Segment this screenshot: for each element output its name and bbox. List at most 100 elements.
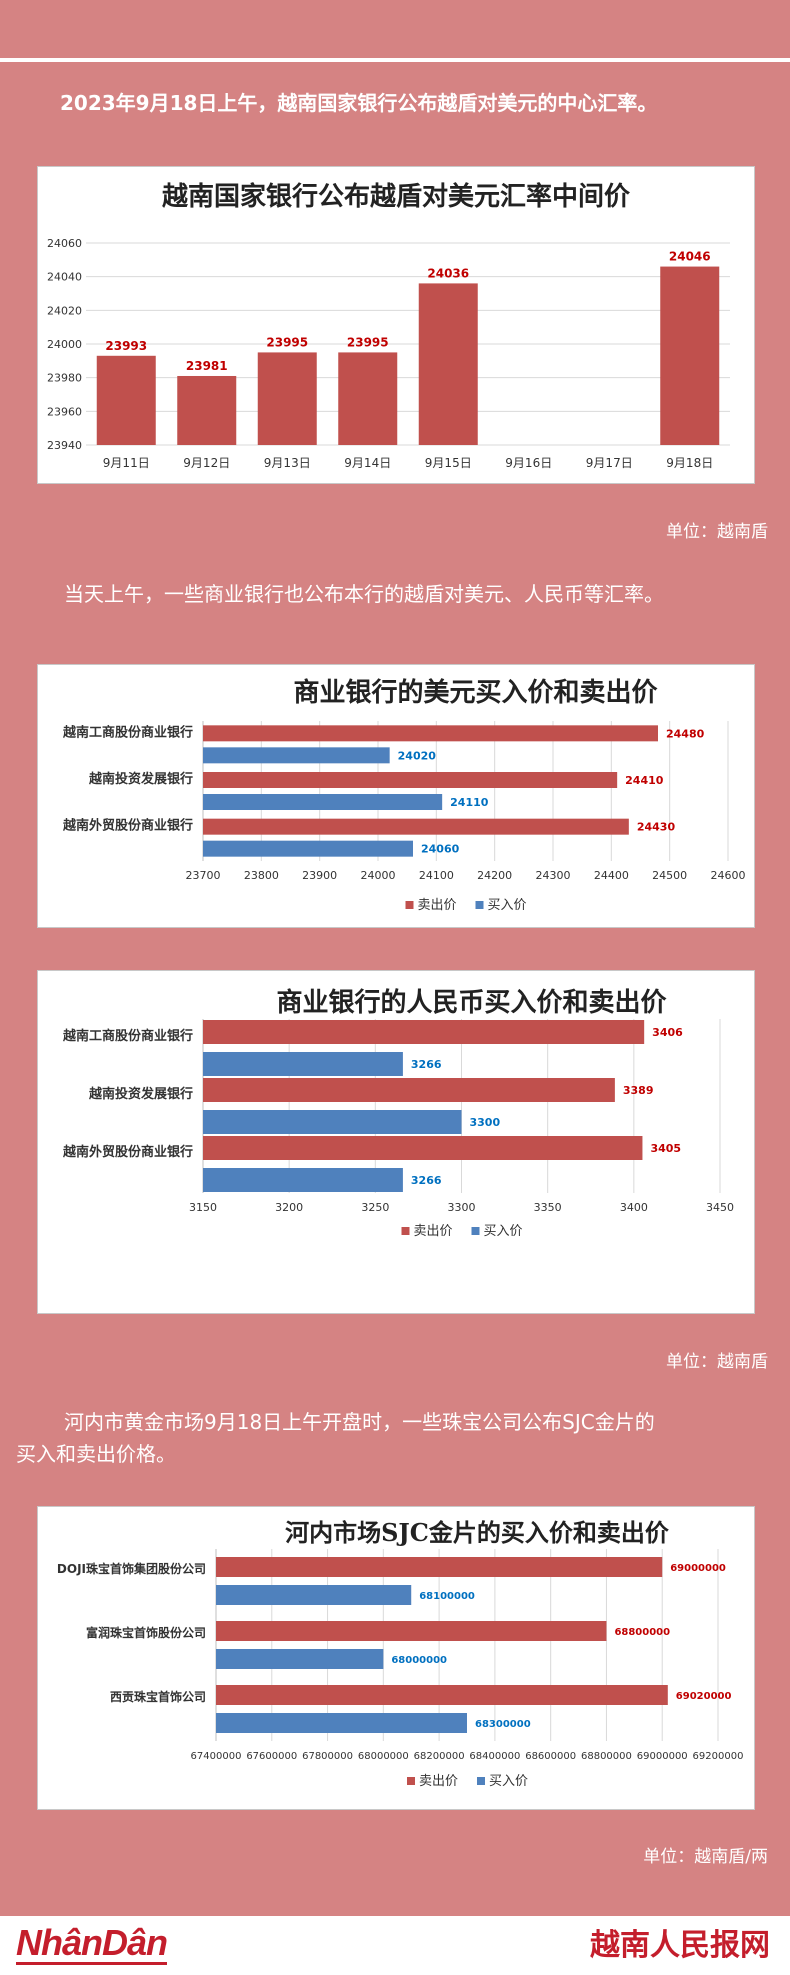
buy-value-label: 68100000 — [419, 1591, 475, 1602]
category-label: 越南工商股份商业银行 — [62, 1028, 193, 1044]
sell-bar — [216, 1557, 663, 1577]
buy-bar — [216, 1585, 412, 1605]
bar-value-label: 24046 — [669, 250, 711, 264]
category-label: 越南工商股份商业银行 — [62, 724, 193, 740]
buy-bar — [216, 1713, 467, 1733]
x-tick-label: 9月17日 — [586, 456, 633, 470]
intro-paragraph: 2023年9月18日上午，越南国家银行公布越盾对美元的中心汇率。 — [60, 91, 658, 115]
bar-value-label: 24036 — [427, 266, 469, 280]
x-tick-label: 9月18日 — [666, 456, 713, 470]
site-name-logo[interactable]: 越南人民报网 — [590, 1928, 770, 1963]
x-tick-label: 24100 — [419, 869, 454, 882]
buy-bar — [203, 1168, 403, 1192]
category-label: 越南外贸股份商业银行 — [62, 1144, 193, 1160]
sell-bar — [203, 818, 629, 835]
category-label: 西贡珠宝首饰公司 — [110, 1689, 206, 1704]
x-tick-label: 9月16日 — [505, 456, 552, 470]
x-tick-label: 23700 — [186, 869, 221, 882]
nhandan-logo[interactable]: NhânDân — [16, 1922, 168, 1965]
sell-value-label: 69020000 — [676, 1691, 732, 1702]
buy-bar — [203, 747, 390, 764]
x-tick-label: 23800 — [244, 869, 279, 882]
bar-value-label: 23995 — [347, 335, 389, 349]
x-tick-label: 24200 — [477, 869, 512, 882]
top-divider — [0, 58, 790, 62]
x-tick-label: 67600000 — [246, 1751, 297, 1762]
sell-bar — [203, 1020, 645, 1044]
buy-value-label: 68300000 — [475, 1719, 531, 1730]
commercial-banks-paragraph: 当天上午，一些商业银行也公布本行的越盾对美元、人民币等汇率。 — [64, 582, 664, 606]
x-tick-label: 68000000 — [358, 1751, 409, 1762]
bar — [257, 352, 317, 445]
y-tick-label: 23980 — [47, 372, 82, 385]
sell-bar — [216, 1621, 607, 1641]
legend-swatch — [405, 901, 414, 909]
sell-value-label: 3405 — [650, 1142, 681, 1155]
x-tick-label: 69000000 — [637, 1751, 688, 1762]
sell-bar — [203, 1136, 643, 1160]
sell-value-label: 3389 — [623, 1084, 654, 1097]
buy-value-label: 3266 — [411, 1058, 442, 1071]
chart-panel-cny: 商业银行的人民币买入价和卖出价 3150 3200 3250 3300 3350 3400 3… — [37, 970, 755, 1314]
buy-value-label: 3300 — [470, 1116, 501, 1129]
buy-value-label: 68000000 — [391, 1655, 447, 1666]
sell-value-label: 24410 — [625, 774, 664, 787]
unit-label: 单位：越南盾 — [666, 522, 768, 542]
unit-label: 单位：越南盾 — [666, 1352, 768, 1372]
y-tick-label: 24040 — [47, 271, 82, 284]
category-label: DOJI珠宝首饰集团股份公司 — [57, 1561, 206, 1576]
bar — [338, 352, 398, 445]
x-tick-label: 23900 — [302, 869, 337, 882]
x-tick-label: 68200000 — [414, 1751, 465, 1762]
legend-label: 卖出价 — [418, 898, 457, 913]
sell-bar — [216, 1685, 668, 1705]
chart-panel-central-rate: 越南国家银行公布越盾对美元汇率中间价 23940 23960 23980 24000 24… — [37, 166, 755, 484]
x-tick-label: 24500 — [652, 869, 687, 882]
gold-price-chart: 河内市场SJC金片的买入价和卖出价 67400000 67600000 6780000… — [57, 1518, 744, 1789]
legend-swatch — [407, 1777, 415, 1785]
category-label: 越南投资发展银行 — [88, 771, 193, 787]
x-tick-label: 69200000 — [693, 1751, 744, 1762]
x-tick-label: 3450 — [706, 1201, 734, 1214]
buy-value-label: 24060 — [421, 843, 460, 856]
x-tick-label: 68600000 — [525, 1751, 576, 1762]
gold-paragraph-line2: 买入和卖出价格。 — [16, 1442, 176, 1466]
y-tick-label: 24020 — [47, 304, 82, 317]
buy-value-label: 24110 — [450, 796, 489, 809]
x-tick-label: 68800000 — [581, 1751, 632, 1762]
x-tick-label: 24300 — [536, 869, 571, 882]
legend-label: 买入价 — [489, 1774, 528, 1789]
legend-label: 卖出价 — [419, 1774, 458, 1789]
bar — [660, 266, 720, 445]
category-label: 越南外贸股份商业银行 — [62, 818, 193, 834]
x-tick-label: 24000 — [361, 869, 396, 882]
x-tick-label: 9月13日 — [264, 456, 311, 470]
chart-panel-usd: 商业银行的美元买入价和卖出价 23700 23800 23900 24000 24100 2… — [37, 664, 755, 928]
x-tick-label: 3200 — [275, 1201, 303, 1214]
sell-value-label: 68800000 — [614, 1627, 670, 1638]
footer-bar: NhânDân 越南人民报网 — [0, 1916, 790, 1975]
buy-bar — [203, 840, 413, 857]
sell-value-label: 24480 — [666, 727, 705, 740]
chart-title: 越南国家银行公布越盾对美元汇率中间价 — [162, 181, 631, 212]
legend-swatch — [401, 1227, 410, 1235]
legend-swatch — [471, 1227, 480, 1235]
legend-label: 卖出价 — [414, 1224, 453, 1239]
usd-rate-chart: 商业银行的美元买入价和卖出价 23700 23800 23900 24000 24100 2… — [62, 677, 746, 913]
buy-value-label: 24020 — [398, 749, 437, 762]
buy-bar — [203, 1052, 403, 1076]
sell-value-label: 3406 — [652, 1026, 683, 1039]
buy-bar — [216, 1649, 384, 1669]
x-tick-label: 68400000 — [469, 1751, 520, 1762]
chart-title: 河内市场SJC金片的买入价和卖出价 — [285, 1518, 670, 1547]
x-tick-label: 9月12日 — [183, 456, 230, 470]
legend-swatch — [475, 901, 484, 909]
buy-bar — [203, 794, 443, 810]
bar — [418, 283, 478, 445]
x-tick-label: 3300 — [448, 1201, 476, 1214]
buy-bar — [203, 1110, 462, 1134]
legend-label: 买入价 — [488, 898, 527, 913]
x-tick-label: 67800000 — [302, 1751, 353, 1762]
x-tick-label: 3400 — [620, 1201, 648, 1214]
gold-paragraph-line1: 河内市黄金市场9月18日上午开盘时，一些珠宝公司公布SJC金片的 — [64, 1410, 655, 1434]
